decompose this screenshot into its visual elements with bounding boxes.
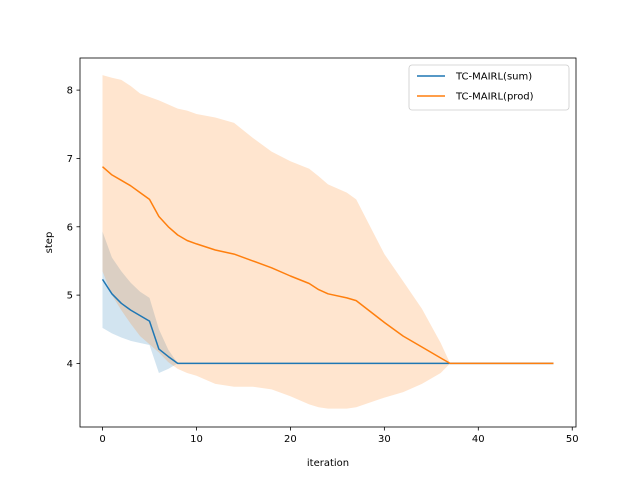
band-series-2: [102, 75, 554, 409]
y-tick-label: 6: [67, 222, 73, 233]
legend-label-2: TC-MAIRL(prod): [455, 92, 534, 103]
x-tick-label: 40: [472, 434, 485, 445]
plot-frame: [79, 57, 577, 428]
x-axis-ticks: 0 10 20 30 40 50: [99, 427, 579, 445]
x-tick-label: 30: [378, 434, 391, 445]
legend-box: [408, 64, 570, 111]
y-tick-label: 7: [67, 154, 73, 165]
y-tick-label: 4: [67, 359, 73, 370]
x-tick-label: 20: [284, 434, 297, 445]
series-lines: [101, 166, 554, 365]
x-tick-label: 10: [190, 434, 203, 445]
y-tick-label: 5: [67, 291, 73, 302]
y-tick-label: 8: [67, 86, 73, 97]
legend-label-1: TC-MAIRL(sum): [455, 72, 532, 83]
confidence-bands: [102, 75, 554, 409]
line-series-2: [102, 166, 554, 365]
x-tick-label: 50: [566, 434, 579, 445]
y-axis-label: step: [44, 232, 55, 254]
x-axis-label: iteration: [307, 458, 349, 469]
y-axis-ticks: 4 5 6 7 8: [67, 86, 80, 370]
legend: TC-MAIRL(sum) TC-MAIRL(prod): [408, 64, 570, 111]
x-tick-label: 0: [99, 434, 105, 445]
